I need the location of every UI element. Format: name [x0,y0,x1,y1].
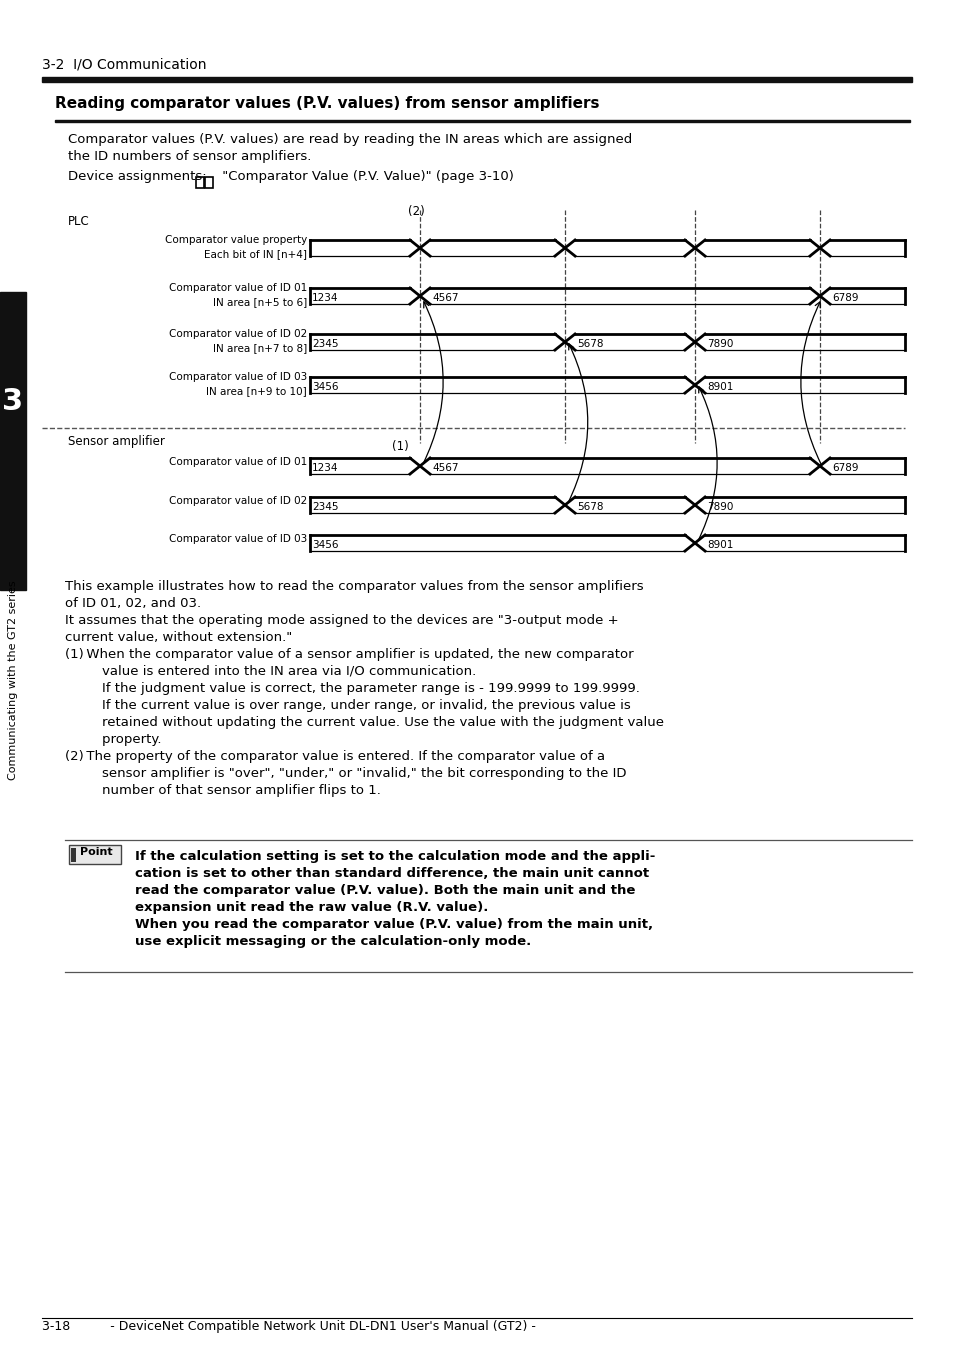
Text: If the calculation setting is set to the calculation mode and the appli-: If the calculation setting is set to the… [135,850,655,863]
Bar [71,848,76,863]
Text: 8901: 8901 [706,383,733,392]
Text: "Comparator Value (P.V. Value)" (page 3-10): "Comparator Value (P.V. Value)" (page 3-… [218,170,514,183]
Text: (1): (1) [392,439,408,453]
Text: 4567: 4567 [432,293,458,303]
Text: Comparator value of ID 02: Comparator value of ID 02 [169,329,307,339]
Text: Comparator value of ID 02: Comparator value of ID 02 [169,496,307,506]
Text: Comparator value of ID 01: Comparator value of ID 01 [169,457,307,466]
Text: 3-2  I/O Communication: 3-2 I/O Communication [42,57,206,72]
Text: the ID numbers of sensor amplifiers.: the ID numbers of sensor amplifiers. [68,150,311,164]
Bar [55,119,909,122]
Text: Communicating with the GT2 series: Communicating with the GT2 series [8,580,18,780]
Text: When you read the comparator value (P.V. value) from the main unit,: When you read the comparator value (P.V.… [135,918,653,932]
Bar [195,177,204,188]
Text: Comparator value of ID 03: Comparator value of ID 03 [169,372,307,383]
Text: 6789: 6789 [831,293,858,303]
Text: current value, without extension.": current value, without extension." [65,631,292,644]
Text: 2345: 2345 [312,339,338,349]
Bar [69,845,121,864]
Bar [0,292,26,589]
Text: 7890: 7890 [706,502,733,512]
Text: 6789: 6789 [831,462,858,473]
Text: 7890: 7890 [706,339,733,349]
Text: 2345: 2345 [312,502,338,512]
Text: read the comparator value (P.V. value). Both the main unit and the: read the comparator value (P.V. value). … [135,884,635,896]
Text: use explicit messaging or the calculation-only mode.: use explicit messaging or the calculatio… [135,936,531,948]
Text: of ID 01, 02, and 03.: of ID 01, 02, and 03. [65,598,201,610]
Text: retained without updating the current value. Use the value with the judgment val: retained without updating the current va… [85,717,663,729]
Text: PLC: PLC [68,215,90,228]
Bar [205,177,213,188]
Text: It assumes that the operating mode assigned to the devices are "3-output mode +: It assumes that the operating mode assig… [65,614,618,627]
Text: cation is set to other than standard difference, the main unit cannot: cation is set to other than standard dif… [135,867,648,880]
Text: IN area [n+5 to 6]: IN area [n+5 to 6] [213,297,307,307]
Text: IN area [n+7 to 8]: IN area [n+7 to 8] [213,343,307,353]
Text: If the current value is over range, under range, or invalid, the previous value : If the current value is over range, unde… [85,699,630,713]
Text: 3: 3 [3,387,24,415]
Text: 1234: 1234 [312,462,338,473]
Text: Point: Point [80,846,112,857]
Text: 5678: 5678 [577,502,603,512]
Text: 8901: 8901 [706,539,733,550]
Text: sensor amplifier is "over", "under," or "invalid," the bit corresponding to the : sensor amplifier is "over", "under," or … [85,767,626,780]
Text: 3-18          - DeviceNet Compatible Network Unit DL-DN1 User's Manual (GT2) -: 3-18 - DeviceNet Compatible Network Unit… [42,1320,536,1333]
Text: This example illustrates how to read the comparator values from the sensor ampli: This example illustrates how to read the… [65,580,643,594]
Text: property.: property. [85,733,161,746]
Bar [42,77,911,82]
Text: 1234: 1234 [312,293,338,303]
Text: 3456: 3456 [312,383,338,392]
Text: (2): (2) [408,206,424,218]
Text: Device assignments:: Device assignments: [68,170,211,183]
Text: If the judgment value is correct, the parameter range is - 199.9999 to 199.9999.: If the judgment value is correct, the pa… [85,681,639,695]
Text: Comparator value of ID 01: Comparator value of ID 01 [169,283,307,293]
Text: 5678: 5678 [577,339,603,349]
Text: 3456: 3456 [312,539,338,550]
Text: value is entered into the IN area via I/O communication.: value is entered into the IN area via I/… [85,665,476,677]
Text: Each bit of IN [n+4]: Each bit of IN [n+4] [204,249,307,260]
Text: IN area [n+9 to 10]: IN area [n+9 to 10] [206,387,307,396]
Text: 4567: 4567 [432,462,458,473]
Text: Reading comparator values (P.V. values) from sensor amplifiers: Reading comparator values (P.V. values) … [55,96,598,111]
Text: Comparator value of ID 03: Comparator value of ID 03 [169,534,307,544]
Text: expansion unit read the raw value (R.V. value).: expansion unit read the raw value (R.V. … [135,900,488,914]
Text: number of that sensor amplifier flips to 1.: number of that sensor amplifier flips to… [85,784,380,796]
Text: Comparator values (P.V. values) are read by reading the IN areas which are assig: Comparator values (P.V. values) are read… [68,132,632,146]
Text: (1) When the comparator value of a sensor amplifier is updated, the new comparat: (1) When the comparator value of a senso… [65,648,633,661]
Text: (2) The property of the comparator value is entered. If the comparator value of : (2) The property of the comparator value… [65,750,604,763]
Text: Sensor amplifier: Sensor amplifier [68,435,165,448]
Text: Comparator value property: Comparator value property [165,235,307,245]
